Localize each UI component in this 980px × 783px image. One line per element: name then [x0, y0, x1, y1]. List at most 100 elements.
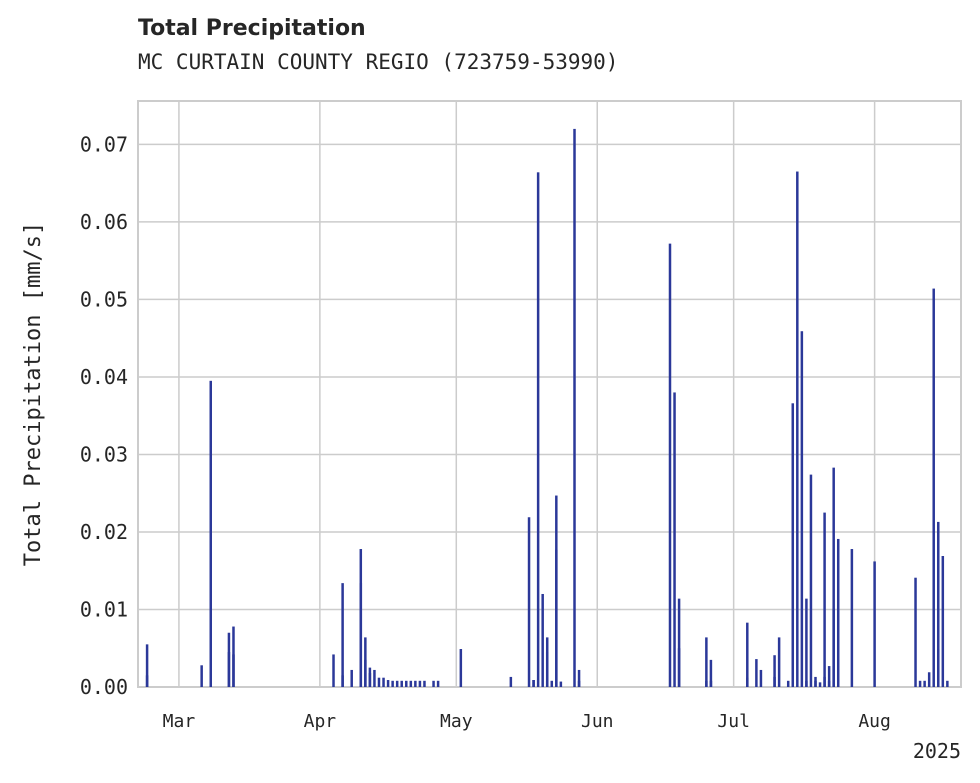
- precip-bar: [536, 172, 540, 688]
- precip-bar: [705, 637, 708, 687]
- precip-bar: [541, 593, 544, 687]
- y-tick-label: 0.04: [80, 365, 128, 389]
- plot-frame: [137, 100, 962, 688]
- precip-bar: [800, 331, 804, 687]
- precip-bar: [923, 680, 926, 687]
- precip-bar: [941, 556, 945, 687]
- precip-bar: [932, 288, 935, 687]
- grid-lines: [138, 101, 961, 687]
- precip-bar: [386, 680, 390, 687]
- precip-bar: [209, 446, 213, 687]
- bar-series: [145, 128, 949, 688]
- precip-bar: [918, 680, 922, 687]
- chart-subtitle: MC CURTAIN COUNTY REGIO (723759-53990): [138, 50, 619, 74]
- precip-bar: [805, 680, 808, 687]
- y-tick-label: 0.06: [80, 210, 128, 234]
- precip-bar: [550, 680, 554, 687]
- precip-bar: [573, 128, 576, 687]
- precip-bar: [364, 659, 367, 687]
- y-tick-label: 0.03: [80, 442, 128, 466]
- precip-bar: [200, 665, 203, 687]
- y-axis-label: Total Precipitation [mm/s]: [21, 222, 46, 566]
- precip-bar: [746, 622, 749, 687]
- y-tick-label: 0.02: [80, 520, 128, 544]
- precip-bar: [227, 652, 231, 687]
- precip-bar: [746, 677, 749, 687]
- precip-bar: [946, 680, 949, 687]
- y-tick-label: 0.00: [80, 675, 128, 699]
- precip-bar: [823, 512, 826, 687]
- precip-bar: [527, 517, 531, 687]
- precip-bar: [937, 521, 940, 687]
- precip-bar: [777, 637, 781, 687]
- x-tick-label: Apr: [304, 711, 337, 732]
- precip-bar: [677, 598, 681, 687]
- precip-bar: [341, 675, 344, 687]
- precip-bar: [850, 549, 854, 687]
- precip-bar: [532, 680, 535, 687]
- precip-bar: [709, 680, 713, 687]
- precip-bar: [836, 538, 840, 687]
- precip-bar: [809, 474, 813, 687]
- precip-bar: [145, 675, 149, 687]
- precip-bar: [432, 680, 435, 687]
- precip-bar: [577, 669, 581, 687]
- precip-bar: [832, 467, 835, 687]
- precip-bar: [827, 680, 831, 687]
- precip-bar: [423, 680, 426, 687]
- precip-bar: [773, 655, 776, 687]
- precip-bar: [791, 403, 795, 687]
- precip-bar: [377, 677, 381, 687]
- x-tick-label: Jun: [581, 711, 614, 732]
- precip-bar: [805, 598, 808, 687]
- precip-bar: [436, 680, 440, 687]
- precip-bar: [823, 676, 826, 687]
- precip-bar: [555, 549, 558, 687]
- precip-bar: [786, 680, 790, 687]
- precip-bar: [577, 680, 581, 687]
- precip-bar: [459, 649, 463, 687]
- x-axis-ticks: Mar Apr May Jun Jul Aug: [163, 711, 891, 732]
- precip-bar: [145, 644, 149, 687]
- precip-bar: [418, 680, 422, 687]
- precip-bar: [405, 680, 408, 687]
- chart-title: Total Precipitation: [138, 16, 366, 41]
- x-tick-label: May: [440, 711, 473, 732]
- precip-bar: [232, 654, 235, 687]
- precip-bar: [559, 681, 563, 687]
- precip-bar: [927, 672, 931, 687]
- precip-bar: [937, 649, 940, 687]
- precip-bar: [873, 561, 876, 687]
- x-axis-year-label: 2025: [913, 739, 961, 763]
- precip-bar: [832, 608, 835, 687]
- precip-bar: [755, 659, 758, 687]
- precip-bar: [341, 583, 344, 687]
- precip-bar: [391, 680, 394, 687]
- precip-bar: [818, 682, 822, 687]
- precip-bar: [400, 680, 403, 687]
- precip-bar: [914, 577, 917, 687]
- precip-bar: [350, 669, 353, 687]
- precip-bar: [545, 652, 549, 687]
- precip-bar: [373, 669, 376, 687]
- x-tick-label: Jul: [717, 711, 750, 732]
- y-tick-label: 0.01: [80, 597, 128, 621]
- precip-bar: [759, 669, 763, 687]
- precip-bar: [368, 673, 372, 687]
- y-tick-label: 0.05: [80, 287, 128, 311]
- precip-bar: [382, 677, 385, 687]
- y-tick-label: 0.07: [80, 132, 128, 156]
- precip-bar: [827, 666, 831, 687]
- precip-bar: [509, 676, 513, 687]
- precip-bar: [395, 680, 399, 687]
- y-axis-ticks: 0.00 0.01 0.02 0.03 0.04 0.05 0.06 0.07: [80, 132, 128, 699]
- precip-bar: [359, 583, 363, 687]
- precip-bar: [677, 648, 681, 687]
- precip-bar: [668, 243, 672, 688]
- x-tick-label: Mar: [163, 711, 196, 732]
- precip-bar: [709, 659, 713, 687]
- precip-bar: [796, 171, 799, 687]
- precip-bar: [409, 680, 413, 687]
- precip-bar: [332, 654, 335, 687]
